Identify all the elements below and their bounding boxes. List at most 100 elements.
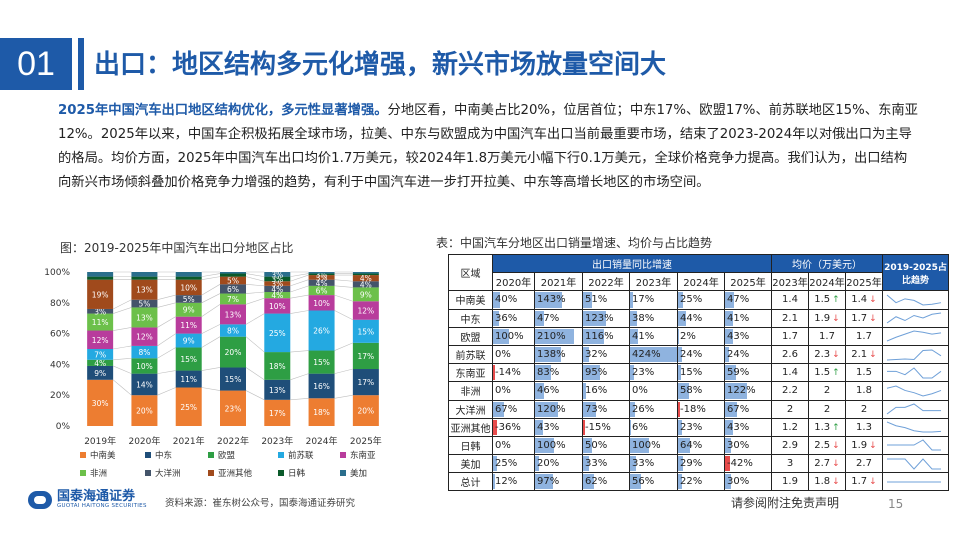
growth-bar xyxy=(725,419,733,435)
growth-cell: 2% xyxy=(677,326,725,346)
sparkline xyxy=(887,367,942,379)
header-year: 2025年 xyxy=(724,272,772,292)
price-cell: 2 xyxy=(845,399,883,419)
price-value: 2.1 xyxy=(851,349,868,361)
bar-segment xyxy=(131,358,158,374)
price-cell: 2.7 ↓ xyxy=(808,454,846,474)
data-label: 15% xyxy=(180,355,197,364)
data-label: 20% xyxy=(136,407,153,416)
bar-segment xyxy=(264,399,291,426)
row-region: 日韩 xyxy=(448,435,493,456)
price-cell: 3 xyxy=(771,454,809,474)
data-label: 11% xyxy=(180,321,197,330)
price-cell: 1.9 xyxy=(771,472,809,492)
growth-value: 23% xyxy=(680,421,703,433)
bar-segment xyxy=(175,347,202,371)
growth-value: 43% xyxy=(537,421,560,433)
growth-value: 424% xyxy=(632,349,661,361)
connector-line xyxy=(112,379,132,396)
price-cell: 2 xyxy=(771,399,809,419)
connector-line xyxy=(201,284,221,296)
legend-swatch xyxy=(145,470,151,476)
growth-bar xyxy=(535,456,539,472)
growth-bar xyxy=(535,437,554,454)
legend-label: 前苏联 xyxy=(288,450,314,461)
legend-swatch xyxy=(278,452,284,458)
connector-line xyxy=(334,279,353,282)
legend-swatch xyxy=(80,452,86,458)
growth-value: 24% xyxy=(727,349,750,361)
data-label: 13% xyxy=(136,286,153,295)
data-label: 20% xyxy=(225,348,242,357)
price-value: 1.3 xyxy=(814,421,831,433)
growth-cell: 6% xyxy=(629,417,678,437)
growth-value: 210% xyxy=(537,330,566,342)
sparkline xyxy=(886,294,942,306)
growth-cell: 43% xyxy=(534,417,583,437)
price-value: 2.2 xyxy=(782,385,798,397)
growth-value: 59% xyxy=(727,367,750,379)
growth-cell: 143% xyxy=(534,290,583,310)
bar-segment xyxy=(87,279,114,309)
growth-value: 64% xyxy=(680,439,703,451)
bar-segment xyxy=(264,285,291,293)
connector-line xyxy=(201,273,221,277)
disclaimer: 请参阅附注免责声明 xyxy=(731,496,840,510)
bar-segment xyxy=(175,295,202,303)
connector-line xyxy=(334,342,353,351)
bar-segment xyxy=(352,319,379,343)
sparkline-path xyxy=(886,385,942,397)
connector-line xyxy=(113,357,132,361)
growth-value: -42% xyxy=(727,458,753,470)
growth-value: 123% xyxy=(585,312,614,324)
legend-label: 亚洲其他 xyxy=(218,468,253,479)
growth-value: 0% xyxy=(495,439,511,451)
connector-line xyxy=(245,367,265,381)
bar-segment xyxy=(131,327,158,346)
bar-segment xyxy=(131,345,158,359)
price-cell: 1.7 ↓ xyxy=(845,308,883,328)
growth-value: 32% xyxy=(585,349,608,361)
growth-cell: 46% xyxy=(534,381,583,401)
data-label: 12% xyxy=(136,333,153,342)
connector-line xyxy=(245,276,265,282)
growth-bar xyxy=(630,292,634,308)
growth-value: 43% xyxy=(727,421,750,433)
data-label: 5% xyxy=(227,276,239,285)
growth-value: -15% xyxy=(585,421,611,433)
legend-swatch xyxy=(278,470,284,476)
growth-bar xyxy=(678,365,681,381)
sparkline-path xyxy=(887,439,941,451)
price-cell: 1.9 ↓ xyxy=(808,308,846,328)
growth-value: -18% xyxy=(680,403,706,415)
table-row: 前苏联 0% 138% 32% 424% 24% 24% 2.6 2.3 ↓ 2.1 ↓ xyxy=(448,344,949,365)
growth-bar xyxy=(678,474,683,490)
price-value: 2.7 xyxy=(814,458,831,470)
arrow-down-icon: ↓ xyxy=(869,295,877,306)
growth-value: 67% xyxy=(727,403,750,415)
data-label: 25% xyxy=(269,329,286,338)
arrow-down-icon: ↓ xyxy=(832,350,840,361)
connector-line xyxy=(201,304,221,317)
growth-value: 100% xyxy=(537,439,566,451)
growth-bar xyxy=(535,365,551,381)
arrow-down-icon: ↓ xyxy=(869,477,877,488)
growth-cell: 30% xyxy=(724,435,772,456)
growth-bar xyxy=(583,419,585,435)
x-tick-label: 2022年 xyxy=(217,435,249,447)
growth-value: -14% xyxy=(495,367,521,379)
header-year: 2022年 xyxy=(582,272,630,292)
row-region: 中东 xyxy=(448,308,493,328)
data-label: 4% xyxy=(360,280,372,289)
growth-value: 6% xyxy=(632,421,648,433)
connector-line xyxy=(245,390,265,401)
growth-value: 138% xyxy=(537,349,566,361)
row-region: 美加 xyxy=(448,454,493,474)
growth-value: 30% xyxy=(727,439,750,451)
trend-cell xyxy=(882,435,949,456)
growth-cell: 43% xyxy=(724,326,772,346)
bar-segment xyxy=(175,333,202,348)
price-value: 1.5 xyxy=(814,367,831,379)
growth-cell: 58% xyxy=(677,381,725,401)
data-label: 25% xyxy=(180,403,197,412)
